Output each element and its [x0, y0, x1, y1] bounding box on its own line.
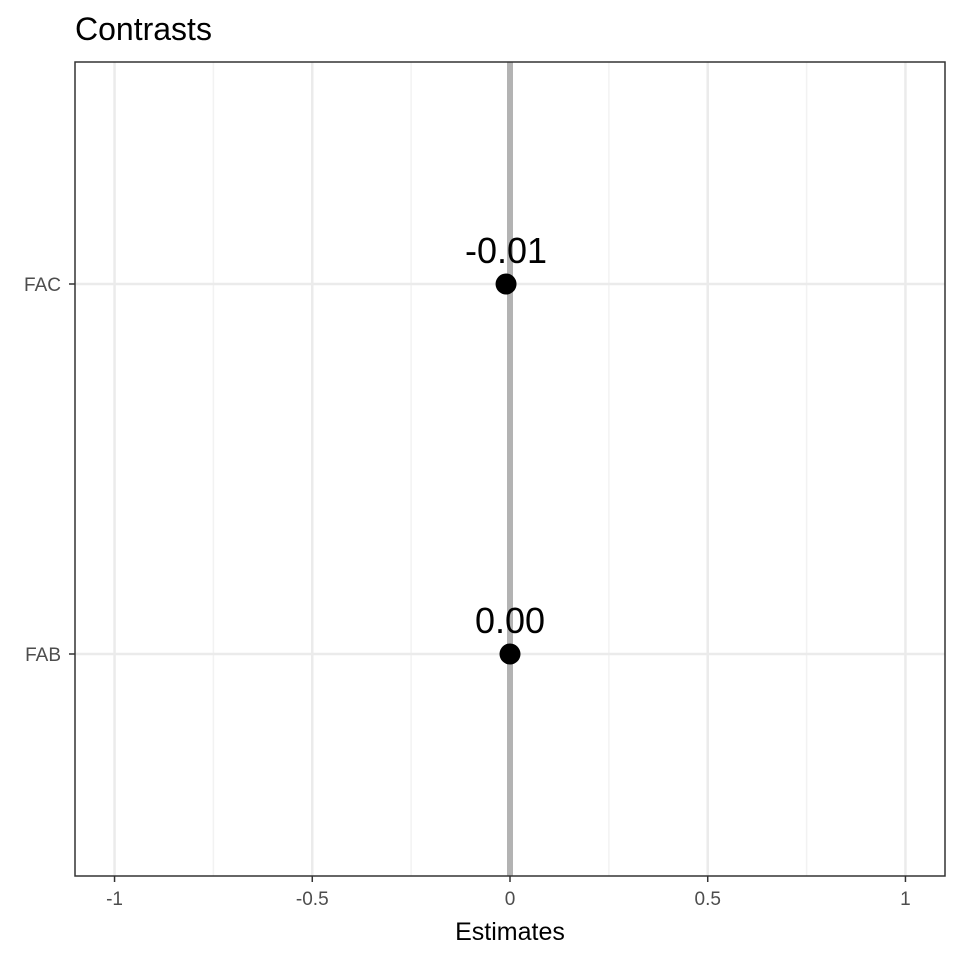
data-point [495, 273, 517, 295]
y-tick-label: FAB [25, 645, 61, 666]
y-tick-label: FAC [24, 275, 61, 296]
x-axis-title: Estimates [455, 918, 565, 946]
x-tick-label: 0 [505, 889, 516, 910]
minor-gridlines [212, 62, 808, 876]
data-label: -0.01 [465, 230, 547, 271]
x-tick-label: 0.5 [695, 889, 721, 910]
data-points [495, 273, 521, 665]
x-axis: -1 -0.5 0 0.5 1 [106, 876, 911, 910]
x-tick-label: 1 [900, 889, 911, 910]
data-labels: -0.01 0.00 [465, 230, 547, 641]
x-tick-label: -0.5 [296, 889, 329, 910]
y-axis: FAB FAC [24, 275, 75, 666]
data-point [499, 643, 521, 665]
chart-title: Contrasts [75, 11, 212, 47]
data-label: 0.00 [475, 600, 545, 641]
x-tick-label: -1 [106, 889, 123, 910]
